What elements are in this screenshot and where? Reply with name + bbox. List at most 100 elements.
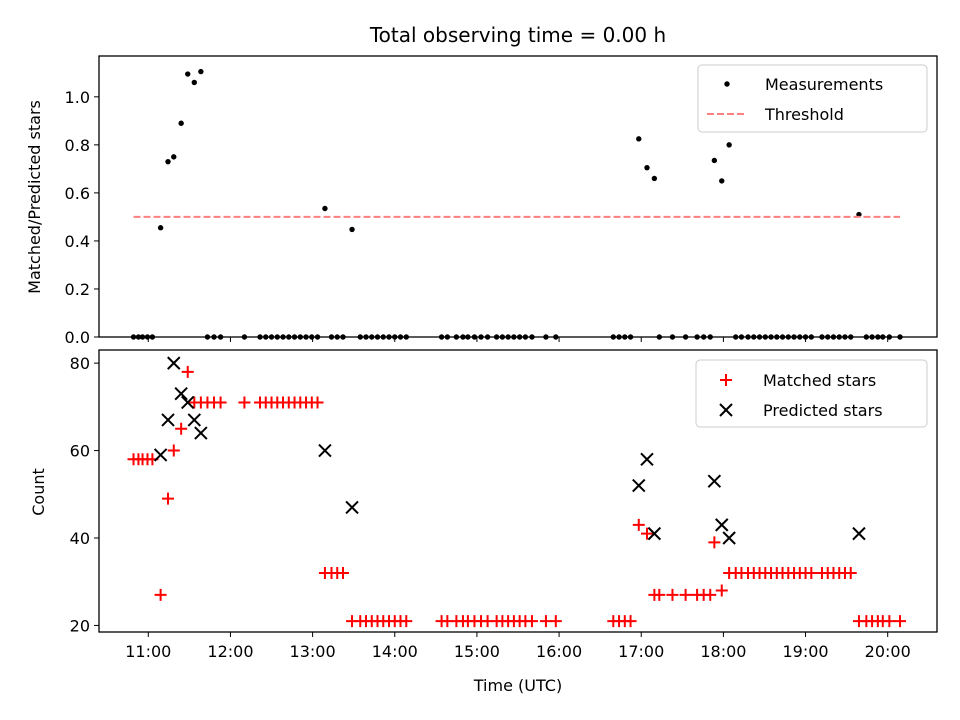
- x-tick-label: 18:00: [700, 642, 746, 661]
- matched-star-point: [549, 615, 562, 628]
- legend-measurements-label: Measurements: [765, 75, 883, 94]
- count-plot-area: [127, 356, 907, 628]
- x-axis-label: Time (UTC): [473, 676, 562, 695]
- count-y-tick-label: 60: [70, 442, 90, 461]
- chart-title: Total observing time = 0.00 h: [369, 23, 666, 47]
- legend-matched-marker: [720, 374, 732, 386]
- measurement-point: [171, 154, 177, 160]
- matched-star-point: [181, 365, 194, 378]
- matched-star-point: [666, 588, 679, 601]
- ratio-y-tick-label: 0.2: [65, 280, 90, 299]
- measurement-point: [322, 205, 328, 212]
- count-axis-ticks: 20 40 60 80 11:00 12:00 13:00 14:00 15:00 16:00 17…: [70, 354, 911, 661]
- matched-star-point: [400, 615, 413, 628]
- matched-star-point: [337, 566, 350, 579]
- legend-measurements-marker: [724, 81, 730, 87]
- predicted-star-point: [647, 526, 662, 541]
- matched-star-point: [894, 615, 907, 628]
- measurement-point: [636, 136, 642, 142]
- ratio-legend: Measurements Threshold: [697, 64, 928, 133]
- measurement-point: [711, 157, 718, 164]
- matched-star-point: [175, 422, 188, 435]
- matched-star-point: [624, 615, 637, 628]
- matched-star-point: [715, 584, 728, 597]
- ratio-y-tick-label: 0.0: [65, 328, 90, 347]
- matched-star-point: [805, 566, 818, 579]
- legend-predicted-marker: [719, 403, 733, 417]
- legend-threshold-label: Threshold: [764, 105, 844, 124]
- matched-star-point: [708, 536, 721, 549]
- predicted-star-point: [632, 478, 646, 493]
- predicted-star-point: [181, 395, 195, 410]
- measurement-point: [349, 226, 355, 233]
- measurement-point: [198, 68, 204, 75]
- legend-matched-label: Matched stars: [763, 371, 876, 390]
- predicted-star-point: [187, 413, 202, 427]
- matched-star-point: [162, 492, 175, 505]
- predicted-star-point: [153, 448, 168, 462]
- matched-star-point: [679, 588, 692, 601]
- count-y-tick-label: 20: [70, 616, 90, 635]
- matched-star-point: [154, 588, 167, 601]
- count-legend-box: [695, 359, 928, 428]
- matched-star-point: [238, 396, 251, 409]
- matched-star-point: [653, 588, 666, 601]
- x-tick-label: 11:00: [125, 642, 171, 661]
- x-tick-label: 13:00: [290, 642, 336, 661]
- ratio-axis-ticks: 0.0 0.2 0.4 0.6 0.8 1.0: [65, 88, 889, 347]
- predicted-star-point: [194, 426, 208, 440]
- matched-star-point: [311, 396, 324, 409]
- count-y-tick-label: 80: [70, 354, 90, 373]
- matched-star-point: [167, 444, 180, 457]
- ratio-axes-frame: [98, 55, 938, 338]
- ratio-legend-box: [697, 64, 928, 133]
- ratio-panel: Total observing time = 0.00 h Matched/Pr…: [25, 23, 938, 347]
- measurement-point: [165, 158, 171, 165]
- matched-star-point: [525, 615, 538, 628]
- measurement-point: [719, 178, 725, 184]
- x-tick-label: 15:00: [454, 642, 500, 661]
- x-tick-label: 17:00: [618, 642, 664, 661]
- measurement-point: [651, 175, 658, 182]
- ratio-y-tick-label: 0.8: [65, 136, 90, 155]
- ratio-y-axis-label: Matched/Predicted stars: [25, 100, 44, 294]
- ratio-y-tick-label: 0.6: [65, 184, 90, 203]
- count-y-axis-label: Count: [29, 468, 48, 516]
- ratio-y-tick-label: 1.0: [65, 88, 90, 107]
- count-panel: Count Time (UTC) 20 40 60 80 11:00 12:00 13:00…: [29, 349, 938, 695]
- measurement-point: [856, 211, 862, 218]
- matched-star-point: [844, 566, 857, 579]
- ratio-plot-area: [130, 68, 903, 340]
- predicted-star-point: [722, 531, 736, 545]
- predicted-star-point: [167, 356, 181, 370]
- measurement-point: [191, 79, 198, 86]
- measurement-point: [644, 164, 650, 171]
- ratio-y-tick-label: 0.4: [65, 232, 90, 251]
- matched-star-point: [640, 527, 653, 540]
- count-axes-frame: [98, 349, 938, 633]
- count-y-tick-label: 40: [70, 529, 90, 548]
- matched-star-point: [704, 588, 717, 601]
- predicted-star-point: [345, 500, 359, 515]
- predicted-star-point: [318, 443, 332, 458]
- predicted-star-point: [707, 474, 722, 488]
- predicted-star-point: [852, 526, 866, 541]
- matched-star-point: [214, 396, 227, 409]
- predicted-star-point: [715, 518, 729, 532]
- measurement-point: [157, 225, 164, 231]
- count-legend: Matched stars Predicted stars: [695, 359, 928, 428]
- matched-star-point: [883, 615, 896, 628]
- legend-predicted-label: Predicted stars: [763, 401, 883, 420]
- measurement-point: [726, 142, 732, 148]
- matched-star-point: [632, 518, 645, 531]
- x-tick-label: 14:00: [372, 642, 418, 661]
- measurement-point: [178, 120, 184, 126]
- predicted-star-point: [640, 452, 654, 467]
- x-tick-label: 16:00: [536, 642, 582, 661]
- measurement-point: [185, 71, 191, 77]
- x-tick-label: 12:00: [207, 642, 253, 661]
- predicted-star-point: [174, 387, 188, 401]
- x-tick-label: 20:00: [865, 642, 911, 661]
- x-tick-label: 19:00: [782, 642, 828, 661]
